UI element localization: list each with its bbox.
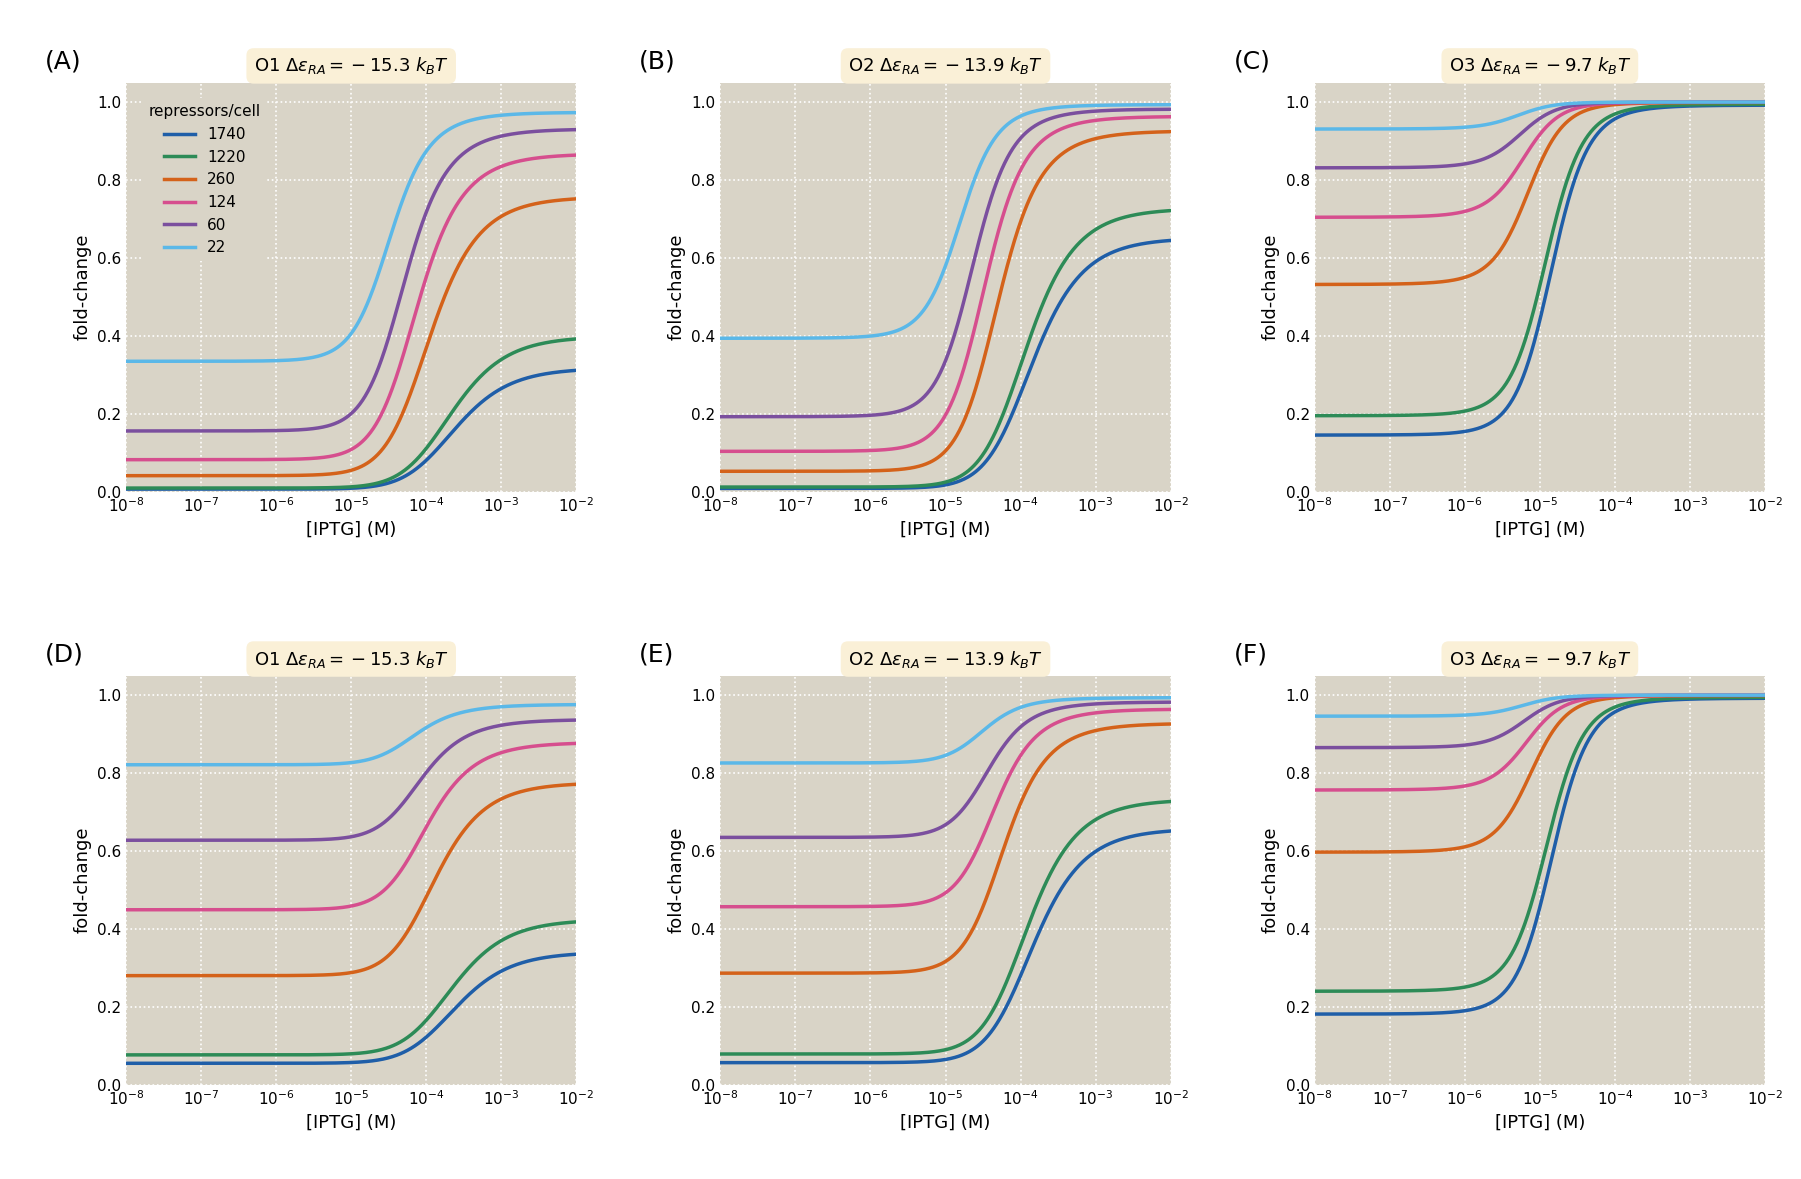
Text: (C): (C) — [1234, 50, 1270, 74]
Y-axis label: fold-change: fold-change — [1263, 233, 1281, 341]
Title: O2 $\Delta\varepsilon_{RA}=-13.9\ k_BT$: O2 $\Delta\varepsilon_{RA}=-13.9\ k_BT$ — [848, 648, 1043, 670]
X-axis label: [IPTG] (M): [IPTG] (M) — [1495, 1114, 1585, 1132]
X-axis label: [IPTG] (M): [IPTG] (M) — [306, 1114, 396, 1132]
Legend: 1740, 1220, 260, 124, 60, 22: 1740, 1220, 260, 124, 60, 22 — [142, 98, 267, 262]
Text: (E): (E) — [639, 643, 675, 667]
Text: (B): (B) — [639, 50, 675, 74]
Text: (D): (D) — [45, 643, 85, 667]
Y-axis label: fold-change: fold-change — [74, 826, 92, 934]
X-axis label: [IPTG] (M): [IPTG] (M) — [900, 521, 991, 539]
X-axis label: [IPTG] (M): [IPTG] (M) — [900, 1114, 991, 1132]
Title: O1 $\Delta\varepsilon_{RA}=-15.3\ k_BT$: O1 $\Delta\varepsilon_{RA}=-15.3\ k_BT$ — [254, 648, 448, 670]
Text: (F): (F) — [1234, 643, 1268, 667]
X-axis label: [IPTG] (M): [IPTG] (M) — [1495, 521, 1585, 539]
Title: O1 $\Delta\varepsilon_{RA}=-15.3\ k_BT$: O1 $\Delta\varepsilon_{RA}=-15.3\ k_BT$ — [254, 55, 448, 77]
Y-axis label: fold-change: fold-change — [1263, 826, 1281, 934]
Text: (A): (A) — [45, 50, 81, 74]
Title: O3 $\Delta\varepsilon_{RA}=-9.7\ k_BT$: O3 $\Delta\varepsilon_{RA}=-9.7\ k_BT$ — [1448, 648, 1632, 670]
Title: O2 $\Delta\varepsilon_{RA}=-13.9\ k_BT$: O2 $\Delta\varepsilon_{RA}=-13.9\ k_BT$ — [848, 55, 1043, 77]
Y-axis label: fold-change: fold-change — [668, 826, 686, 934]
Y-axis label: fold-change: fold-change — [74, 233, 92, 341]
X-axis label: [IPTG] (M): [IPTG] (M) — [306, 521, 396, 539]
Title: O3 $\Delta\varepsilon_{RA}=-9.7\ k_BT$: O3 $\Delta\varepsilon_{RA}=-9.7\ k_BT$ — [1448, 55, 1632, 77]
Y-axis label: fold-change: fold-change — [668, 233, 686, 341]
